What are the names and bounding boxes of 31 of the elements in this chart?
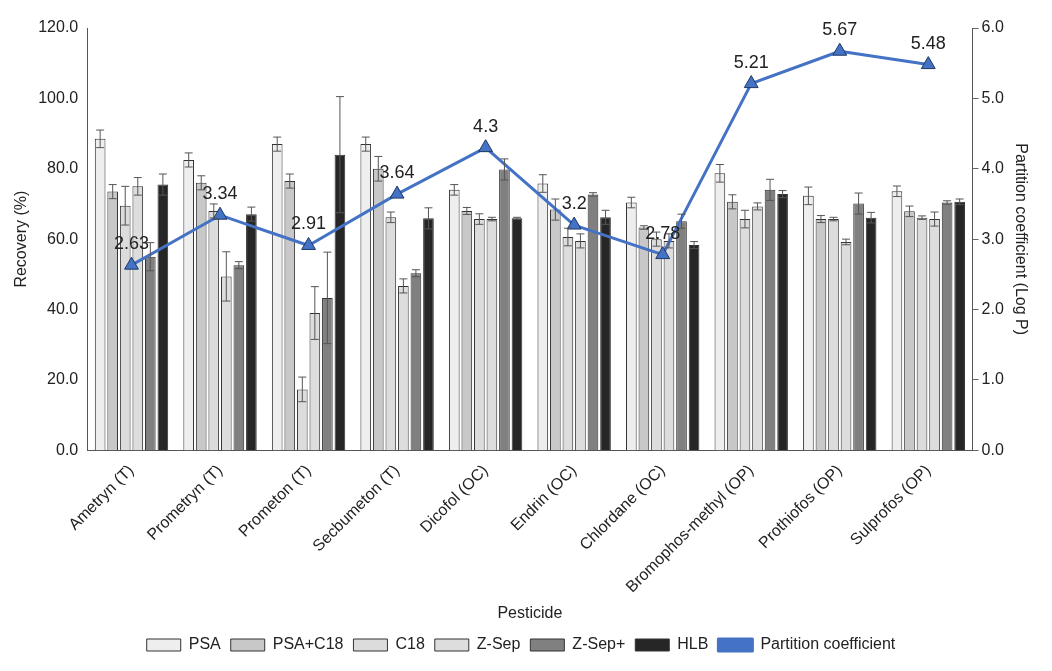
y2-axis-title: Partition coefficient (Log P) <box>1012 143 1030 336</box>
legend-label: HLB <box>677 635 709 653</box>
legend-label: Z-Sep <box>476 635 521 653</box>
x-axis-title: Pesticide <box>497 603 563 621</box>
legend-label: PSA+C18 <box>272 635 344 653</box>
data-label: 5.21 <box>733 51 769 72</box>
y-axis-title: Recovery (%) <box>12 190 30 288</box>
y-tick-label: 100.0 <box>38 88 79 106</box>
legend-label: Partition coefficient <box>760 635 896 653</box>
data-label: 5.48 <box>910 32 946 53</box>
y2-tick-label: 5.0 <box>981 88 1004 106</box>
y2-tick-label: 0.0 <box>981 440 1004 458</box>
y-tick-label: 120.0 <box>38 18 79 36</box>
y2-tick-label: 1.0 <box>981 370 1004 388</box>
y-tick-label: 20.0 <box>47 370 79 388</box>
y-tick-label: 40.0 <box>47 299 79 317</box>
legend-label: C18 <box>395 635 425 653</box>
y2-tick-label: 4.0 <box>981 159 1004 177</box>
legend-label: PSA <box>188 635 222 653</box>
data-label: 3.64 <box>379 162 415 183</box>
data-label: 3.2 <box>561 193 587 214</box>
y2-tick-label: 2.0 <box>981 299 1004 317</box>
data-label: 3.34 <box>202 183 238 204</box>
data-label: 5.67 <box>822 19 858 40</box>
data-label: 4.3 <box>473 115 499 136</box>
y-tick-label: 60.0 <box>47 229 79 247</box>
y-tick-label: 80.0 <box>47 159 79 177</box>
y2-tick-label: 6.0 <box>981 18 1004 36</box>
legend-label: Z-Sep+ <box>572 635 626 653</box>
y-tick-label: 0.0 <box>55 440 79 458</box>
y2-tick-label: 3.0 <box>981 229 1004 247</box>
